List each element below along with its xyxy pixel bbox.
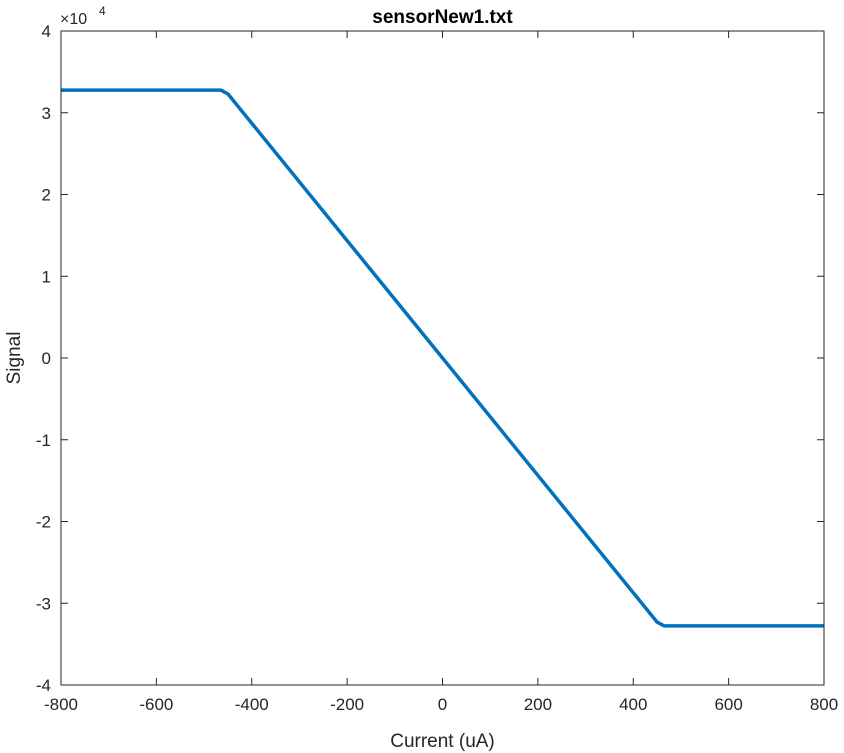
x-axis-label: Current (uA) [390, 731, 495, 752]
y-tick-label: -4 [36, 676, 51, 695]
chart-title: sensorNew1.txt [372, 7, 513, 28]
x-tick-label: -400 [235, 695, 269, 714]
x-tick-label: -200 [330, 695, 364, 714]
y-exponent-base: ×10 [60, 11, 87, 28]
y-exponent-power: 4 [99, 4, 106, 18]
plot-layer [61, 88, 824, 628]
y-tick-label: 4 [42, 22, 51, 41]
tick-layer: -800 -600 -400 -200 0 200 400 600 800 -4 -3 -2 -1 0 1 2… [36, 22, 838, 714]
y-tick-label: 3 [42, 104, 51, 123]
y-tick-label: 2 [42, 186, 51, 205]
series-line [61, 88, 824, 628]
x-tick-label: 600 [714, 695, 742, 714]
y-tick-label: -1 [36, 431, 51, 450]
y-tick-label: -2 [36, 513, 51, 532]
x-tick-label: 200 [524, 695, 552, 714]
y-tick-label: -3 [36, 594, 51, 613]
x-tick-label: 0 [438, 695, 447, 714]
y-axis-label: Signal [4, 332, 25, 385]
y-tick-label: 0 [42, 349, 51, 368]
y-tick-label: 1 [42, 267, 51, 286]
x-tick-label: 800 [810, 695, 838, 714]
x-tick-label: -800 [44, 695, 78, 714]
x-tick-label: 400 [619, 695, 647, 714]
x-tick-label: -600 [139, 695, 173, 714]
